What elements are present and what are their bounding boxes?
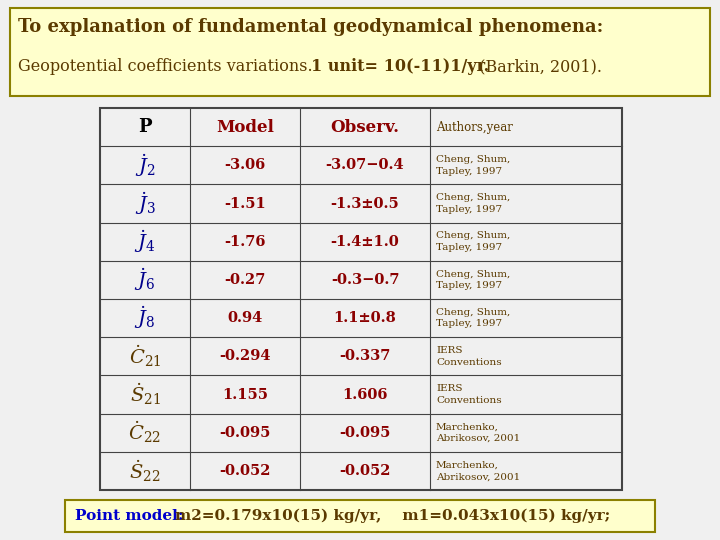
- Text: -0.095: -0.095: [220, 426, 271, 440]
- Text: Marchenko,
Abrikosov, 2001: Marchenko, Abrikosov, 2001: [436, 461, 521, 481]
- Text: Point model:: Point model:: [75, 509, 184, 523]
- Text: 1 unit= 10(-11)1/yr.: 1 unit= 10(-11)1/yr.: [311, 58, 489, 75]
- Text: Geopotential coefficients variations.: Geopotential coefficients variations.: [18, 58, 318, 75]
- Bar: [100, 108, 622, 490]
- Text: -1.3±0.5: -1.3±0.5: [330, 197, 400, 211]
- Text: $\dot{C}_{22}$: $\dot{C}_{22}$: [128, 420, 161, 445]
- Text: $\dot{J}_3$: $\dot{J}_3$: [135, 190, 156, 217]
- Text: Cheng, Shum,
Tapley, 1997: Cheng, Shum, Tapley, 1997: [436, 193, 510, 214]
- Text: m2=0.179x10(15) kg/yr,    m1=0.043x10(15) kg/yr;: m2=0.179x10(15) kg/yr, m1=0.043x10(15) k…: [175, 509, 611, 523]
- Text: -0.337: -0.337: [339, 349, 391, 363]
- Text: Authors,year: Authors,year: [436, 120, 513, 133]
- Text: -0.052: -0.052: [220, 464, 271, 478]
- Text: P: P: [138, 118, 152, 136]
- Text: Cheng, Shum,
Tapley, 1997: Cheng, Shum, Tapley, 1997: [436, 155, 510, 176]
- Text: $\dot{J}_6$: $\dot{J}_6$: [135, 267, 156, 293]
- Bar: [65, 500, 655, 532]
- Text: -0.27: -0.27: [225, 273, 266, 287]
- Bar: [10, 8, 710, 96]
- Text: Cheng, Shum,
Tapley, 1997: Cheng, Shum, Tapley, 1997: [436, 269, 510, 291]
- Text: -0.294: -0.294: [220, 349, 271, 363]
- Text: -3.06: -3.06: [225, 158, 266, 172]
- Text: $\dot{S}_{21}$: $\dot{S}_{21}$: [130, 382, 161, 407]
- Text: $\dot{S}_{22}$: $\dot{S}_{22}$: [130, 458, 161, 484]
- Text: -0.3−0.7: -0.3−0.7: [330, 273, 400, 287]
- Text: $\dot{J}_2$: $\dot{J}_2$: [135, 152, 156, 179]
- Text: Cheng, Shum,
Tapley, 1997: Cheng, Shum, Tapley, 1997: [436, 231, 510, 252]
- Text: -1.51: -1.51: [224, 197, 266, 211]
- Text: To explanation of fundamental geodynamical phenomena:: To explanation of fundamental geodynamic…: [18, 18, 603, 36]
- Text: Marchenko,
Abrikosov, 2001: Marchenko, Abrikosov, 2001: [436, 422, 521, 443]
- Text: 0.94: 0.94: [228, 311, 263, 325]
- Text: -1.4±1.0: -1.4±1.0: [330, 235, 400, 249]
- Text: $\dot{J}_4$: $\dot{J}_4$: [135, 228, 156, 255]
- Text: IERS
Conventions: IERS Conventions: [436, 346, 502, 367]
- Text: 1.155: 1.155: [222, 388, 268, 402]
- Text: -1.76: -1.76: [224, 235, 266, 249]
- Text: $\dot{J}_8$: $\dot{J}_8$: [135, 305, 156, 332]
- Text: (Barkin, 2001).: (Barkin, 2001).: [469, 58, 602, 75]
- Text: IERS
Conventions: IERS Conventions: [436, 384, 502, 405]
- Text: 1.1±0.8: 1.1±0.8: [333, 311, 397, 325]
- Text: 1.606: 1.606: [342, 388, 388, 402]
- Text: Observ.: Observ.: [330, 119, 400, 136]
- Text: $\dot{C}_{21}$: $\dot{C}_{21}$: [129, 343, 161, 369]
- Text: Cheng, Shum,
Tapley, 1997: Cheng, Shum, Tapley, 1997: [436, 308, 510, 328]
- Text: -0.095: -0.095: [339, 426, 391, 440]
- Text: Model: Model: [216, 119, 274, 136]
- Text: -3.07−0.4: -3.07−0.4: [325, 158, 405, 172]
- Text: -0.052: -0.052: [339, 464, 391, 478]
